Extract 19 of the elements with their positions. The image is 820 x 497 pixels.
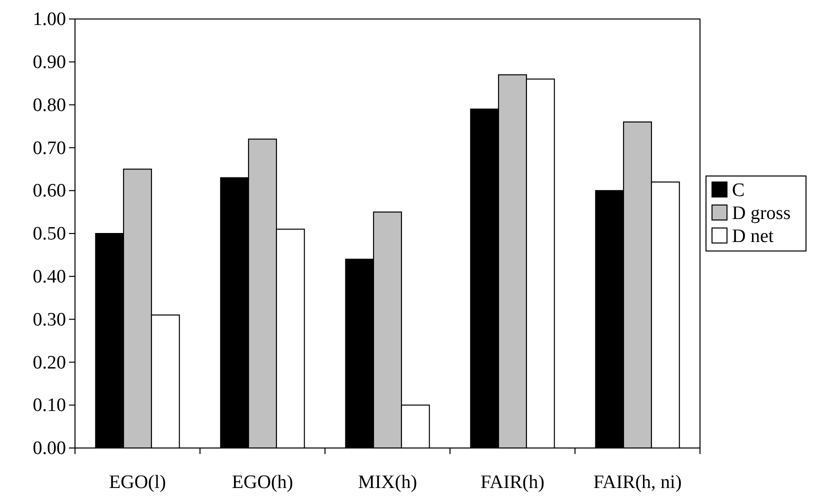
y-tick-label: 0.60 (32, 180, 66, 202)
y-tick-label: 0.80 (32, 94, 66, 116)
y-tick-label: 0.90 (32, 52, 66, 73)
legend-label: D net (732, 226, 774, 247)
legend-label: C (732, 180, 745, 201)
y-tick-label: 0.00 (32, 438, 66, 460)
legend-label: D gross (732, 203, 791, 224)
y-tick-label: 0.20 (32, 352, 66, 374)
y-tick-label: 0.50 (32, 224, 66, 245)
y-tick-label: 0.30 (32, 309, 66, 330)
x-tick-label: EGO(h) (232, 472, 294, 493)
x-tick-label: EGO(l) (109, 472, 166, 493)
x-tick-label: FAIR(h) (480, 472, 545, 493)
y-tick-label: 0.70 (32, 138, 66, 159)
y-tick-label: 0.40 (32, 266, 66, 288)
x-tick-label: FAIR(h, ni) (593, 472, 682, 493)
y-tick-label: 1.00 (32, 9, 66, 30)
y-tick-label: 0.10 (32, 395, 66, 416)
x-tick-label: MIX(h) (358, 472, 418, 493)
